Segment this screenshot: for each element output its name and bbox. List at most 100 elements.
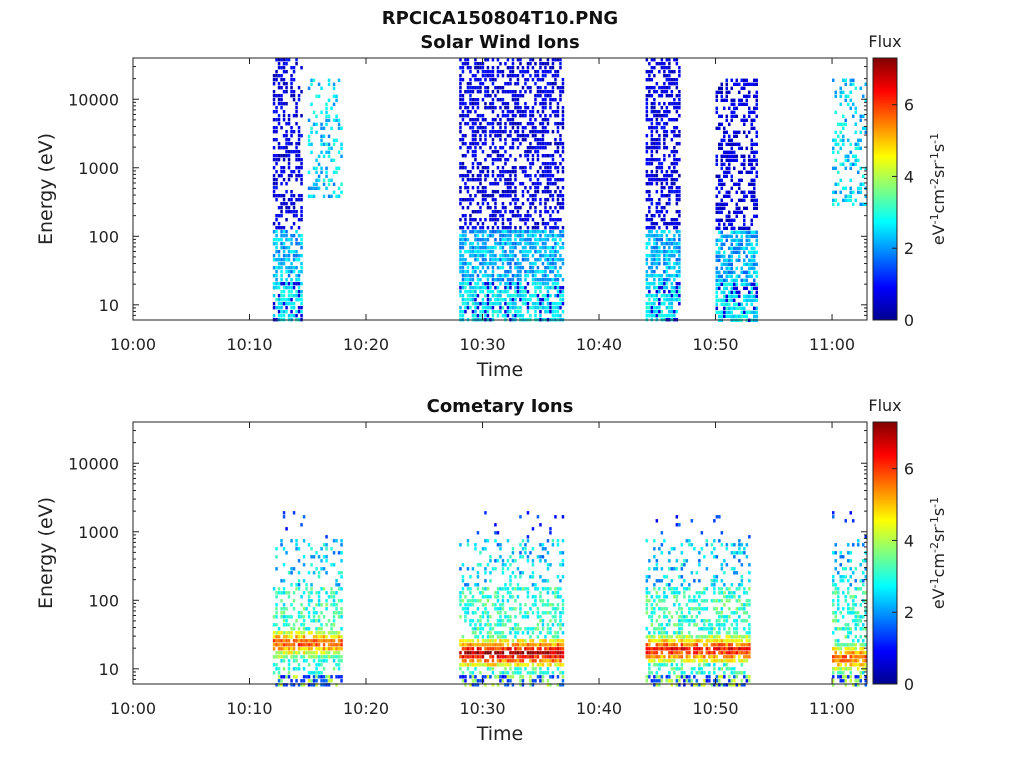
spectrogram-cell bbox=[315, 619, 318, 623]
spectrogram-cell bbox=[332, 170, 336, 174]
spectrogram-cell bbox=[668, 567, 671, 571]
spectrogram-cell bbox=[561, 114, 565, 118]
spectrogram-cell bbox=[735, 306, 738, 310]
spectrogram-cell bbox=[521, 258, 525, 262]
spectrogram-cell bbox=[551, 234, 555, 238]
spectrogram-cell bbox=[285, 218, 288, 222]
spectrogram-cell bbox=[277, 62, 281, 66]
spectrogram-cell bbox=[738, 170, 741, 174]
spectrogram-cell bbox=[496, 631, 500, 635]
spectrogram-cell bbox=[663, 599, 666, 603]
spectrogram-cell bbox=[509, 66, 512, 70]
spectrogram-cell bbox=[531, 246, 535, 250]
spectrogram-cell bbox=[529, 250, 532, 254]
spectrogram-cell bbox=[459, 615, 462, 619]
spectrogram-cell bbox=[660, 242, 664, 246]
spectrogram-cell bbox=[720, 142, 723, 146]
spectrogram-cell bbox=[561, 258, 565, 262]
spectrogram-cell bbox=[307, 138, 311, 142]
spectrogram-cell bbox=[650, 595, 654, 599]
spectrogram-cell bbox=[290, 615, 293, 619]
spectrogram-cell bbox=[489, 106, 492, 110]
spectrogram-cell bbox=[740, 234, 743, 238]
spectrogram-cell bbox=[486, 306, 490, 310]
spectrogram-cell bbox=[675, 82, 679, 86]
spectrogram-cell bbox=[725, 94, 728, 98]
spectrogram-cell bbox=[302, 635, 306, 639]
spectrogram-cell bbox=[541, 238, 545, 242]
spectrogram-cell bbox=[474, 74, 477, 78]
spectrogram-cell bbox=[332, 138, 336, 142]
spectrogram-cell bbox=[474, 102, 477, 106]
spectrogram-cell bbox=[735, 134, 738, 138]
spectrogram-cell bbox=[834, 190, 837, 194]
spectrogram-cell bbox=[516, 655, 520, 659]
spectrogram-cell bbox=[549, 218, 552, 222]
spectrogram-cell bbox=[715, 278, 718, 282]
spectrogram-cell bbox=[743, 314, 746, 318]
spectrogram-cell bbox=[282, 611, 286, 615]
spectrogram-cell bbox=[476, 246, 480, 250]
spectrogram-cell bbox=[486, 631, 490, 635]
spectrogram-cell bbox=[481, 82, 485, 86]
spectrogram-cell bbox=[290, 242, 293, 246]
spectrogram-cell bbox=[474, 310, 477, 314]
spectrogram-cell bbox=[305, 651, 308, 655]
spectrogram-cell bbox=[648, 647, 651, 651]
spectrogram-cell bbox=[750, 170, 753, 174]
spectrogram-cell bbox=[486, 194, 490, 198]
spectrogram-cell bbox=[650, 106, 654, 110]
spectrogram-cell bbox=[753, 198, 756, 202]
spectrogram-cell bbox=[650, 262, 654, 266]
spectrogram-cell bbox=[559, 611, 562, 615]
spectrogram-cell bbox=[750, 218, 753, 222]
spectrogram-cell bbox=[494, 86, 497, 90]
spectrogram-cell bbox=[461, 671, 465, 675]
spectrogram-cell bbox=[469, 78, 472, 82]
spectrogram-cell bbox=[650, 234, 654, 238]
spectrogram-cell bbox=[529, 306, 532, 310]
spectrogram-cell bbox=[474, 130, 477, 134]
spectrogram-cell bbox=[536, 150, 540, 154]
spectrogram-cell bbox=[551, 671, 555, 675]
spectrogram-cell bbox=[526, 122, 530, 126]
spectrogram-cell bbox=[534, 198, 537, 202]
spectrogram-cell bbox=[459, 86, 462, 90]
spectrogram-cell bbox=[275, 683, 278, 687]
spectrogram-cell bbox=[514, 254, 517, 258]
spectrogram-cell bbox=[529, 551, 532, 555]
spectrogram-cell bbox=[340, 643, 343, 647]
spectrogram-cell bbox=[275, 198, 278, 202]
spectrogram-cell bbox=[516, 623, 520, 627]
spectrogram-cell bbox=[658, 122, 661, 126]
spectrogram-cell bbox=[514, 238, 517, 242]
spectrogram-cell bbox=[285, 639, 288, 643]
spectrogram-cell bbox=[459, 198, 462, 202]
spectrogram-cell bbox=[514, 74, 517, 78]
spectrogram-cell bbox=[536, 607, 540, 611]
spectrogram-cell bbox=[549, 226, 552, 230]
spectrogram-cell bbox=[514, 94, 517, 98]
spectrogram-cell bbox=[511, 170, 515, 174]
spectrogram-cell bbox=[561, 671, 565, 675]
spectrogram-cell bbox=[496, 122, 500, 126]
spectrogram-cell bbox=[305, 675, 308, 679]
spectrogram-cell bbox=[310, 651, 313, 655]
spectrogram-cell bbox=[748, 114, 751, 118]
spectrogram-cell bbox=[514, 186, 517, 190]
spectrogram-cell bbox=[494, 591, 497, 595]
spectrogram-cell bbox=[842, 138, 845, 142]
spectrogram-cell bbox=[290, 298, 293, 302]
spectrogram-cell bbox=[648, 663, 651, 667]
spectrogram-cell bbox=[506, 114, 510, 118]
spectrogram-cell bbox=[539, 230, 542, 234]
spectrogram-cell bbox=[277, 671, 281, 675]
spectrogram-cell bbox=[655, 563, 659, 567]
spectrogram-cell bbox=[723, 306, 726, 310]
spectrogram-cell bbox=[645, 110, 649, 114]
spectrogram-cell bbox=[675, 58, 679, 62]
spectrogram-cell bbox=[544, 66, 547, 70]
spectrogram-cell bbox=[332, 102, 336, 106]
spectrogram-cell bbox=[730, 270, 733, 274]
spectrogram-cell bbox=[484, 663, 487, 667]
